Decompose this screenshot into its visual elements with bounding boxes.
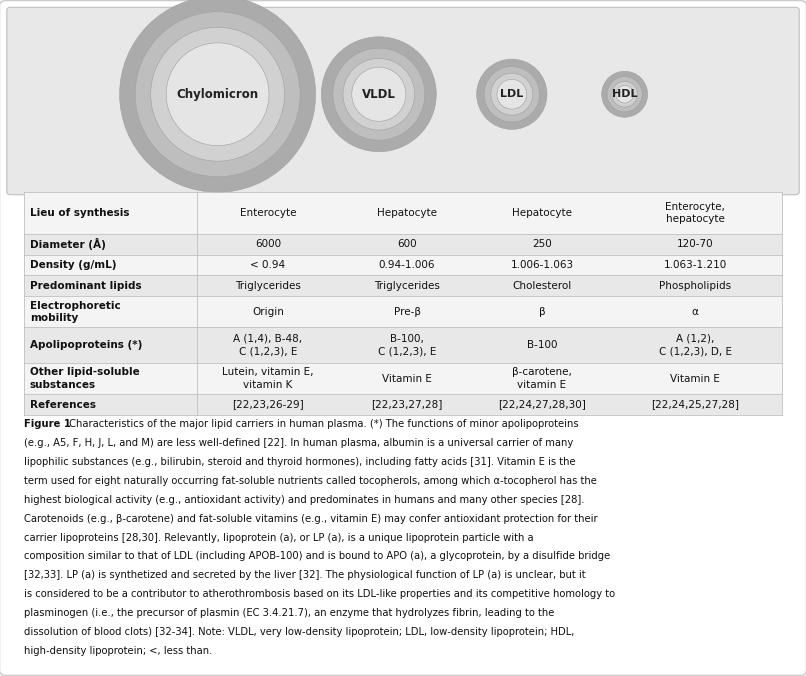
Text: composition similar to that of LDL (including APOB-100) and is bound to APO (a),: composition similar to that of LDL (incl… — [24, 552, 610, 562]
Ellipse shape — [119, 0, 316, 192]
Text: Cholesterol: Cholesterol — [513, 281, 571, 291]
Text: [22,24,25,27,28]: [22,24,25,27,28] — [651, 400, 739, 410]
Text: Lieu of synthesis: Lieu of synthesis — [30, 208, 129, 218]
Text: β: β — [538, 307, 546, 317]
Ellipse shape — [601, 71, 648, 117]
Ellipse shape — [616, 85, 634, 103]
Bar — [24, 255, 782, 275]
Text: 250: 250 — [532, 239, 552, 249]
Text: [32,33]. LP (a) is synthetized and secreted by the liver [32]. The physiological: [32,33]. LP (a) is synthetized and secre… — [24, 571, 586, 581]
Bar — [24, 394, 782, 415]
Text: Diameter (Å): Diameter (Å) — [30, 238, 106, 250]
Text: Carotenoids (e.g., β-carotene) and fat-soluble vitamins (e.g., vitamin E) may co: Carotenoids (e.g., β-carotene) and fat-s… — [24, 514, 598, 524]
Text: Enterocyte: Enterocyte — [239, 208, 297, 218]
Text: Figure 1: Figure 1 — [24, 419, 71, 429]
Text: A (1,4), B-48,
C (1,2,3), E: A (1,4), B-48, C (1,2,3), E — [234, 334, 302, 356]
Ellipse shape — [612, 81, 638, 107]
Text: B-100: B-100 — [527, 340, 557, 350]
Text: β-carotene,
vitamin E: β-carotene, vitamin E — [512, 367, 572, 390]
Text: Enterocyte,
hepatocyte: Enterocyte, hepatocyte — [665, 201, 725, 224]
Bar — [24, 296, 782, 327]
Bar — [24, 234, 782, 255]
Text: [22,23,27,28]: [22,23,27,28] — [372, 400, 442, 410]
Text: (e.g., A5, F, H, J, L, and M) are less well-defined [22]. In human plasma, album: (e.g., A5, F, H, J, L, and M) are less w… — [24, 438, 573, 448]
Text: Phospholipids: Phospholipids — [659, 281, 731, 291]
Bar — [24, 327, 782, 363]
Text: α: α — [692, 307, 699, 317]
Text: Other lipid-soluble
substances: Other lipid-soluble substances — [30, 367, 139, 390]
Text: Characteristics of the major lipid carriers in human plasma. (*) The functions o: Characteristics of the major lipid carri… — [66, 419, 579, 429]
Text: 1.063-1.210: 1.063-1.210 — [663, 260, 727, 270]
Text: Pre-β: Pre-β — [393, 307, 421, 317]
Bar — [24, 192, 782, 234]
Text: 600: 600 — [397, 239, 417, 249]
Text: 1.006-1.063: 1.006-1.063 — [510, 260, 574, 270]
Text: VLDL: VLDL — [362, 88, 396, 101]
Ellipse shape — [351, 67, 406, 121]
Text: Hepatocyte: Hepatocyte — [512, 208, 572, 218]
Text: Vitamin E: Vitamin E — [382, 374, 432, 383]
Text: Lutein, vitamin E,
vitamin K: Lutein, vitamin E, vitamin K — [222, 367, 314, 390]
Text: Chylomicron: Chylomicron — [177, 88, 259, 101]
Text: 0.94-1.006: 0.94-1.006 — [379, 260, 435, 270]
Text: lipophilic substances (e.g., bilirubin, steroid and thyroid hormones), including: lipophilic substances (e.g., bilirubin, … — [24, 457, 575, 467]
Text: [22,24,27,28,30]: [22,24,27,28,30] — [498, 400, 586, 410]
Ellipse shape — [491, 73, 533, 115]
Text: Origin: Origin — [252, 307, 284, 317]
Text: Hepatocyte: Hepatocyte — [377, 208, 437, 218]
Text: is considered to be a contributor to atherothrombosis based on its LDL-like prop: is considered to be a contributor to ath… — [24, 589, 615, 600]
Ellipse shape — [151, 27, 285, 161]
Ellipse shape — [476, 59, 547, 129]
Ellipse shape — [135, 11, 300, 176]
FancyBboxPatch shape — [6, 7, 800, 195]
Text: References: References — [30, 400, 96, 410]
Text: Triglycerides: Triglycerides — [235, 281, 301, 291]
Ellipse shape — [484, 66, 539, 122]
Ellipse shape — [497, 79, 526, 109]
Text: dissolution of blood clots) [32-34]. Note: VLDL, very low-density lipoprotein; L: dissolution of blood clots) [32-34]. Not… — [24, 627, 575, 637]
Text: plasminogen (i.e., the precursor of plasmin (EC 3.4.21.7), an enzyme that hydrol: plasminogen (i.e., the precursor of plas… — [24, 608, 555, 619]
Bar — [24, 363, 782, 394]
Text: 6000: 6000 — [255, 239, 281, 249]
Text: Predominant lipids: Predominant lipids — [30, 281, 141, 291]
Text: Density (g/mL): Density (g/mL) — [30, 260, 116, 270]
Text: HDL: HDL — [612, 89, 638, 99]
Text: B-100,
C (1,2,3), E: B-100, C (1,2,3), E — [378, 334, 436, 356]
Text: high-density lipoprotein; <, less than.: high-density lipoprotein; <, less than. — [24, 646, 213, 656]
Text: highest biological activity (e.g., antioxidant activity) and predominates in hum: highest biological activity (e.g., antio… — [24, 495, 584, 505]
Ellipse shape — [322, 37, 436, 151]
Ellipse shape — [343, 58, 414, 130]
Bar — [24, 275, 782, 296]
Text: Vitamin E: Vitamin E — [671, 374, 720, 383]
Text: [22,23,26-29]: [22,23,26-29] — [232, 400, 304, 410]
Ellipse shape — [166, 43, 269, 145]
Text: Electrophoretic
mobility: Electrophoretic mobility — [30, 301, 121, 323]
Text: A (1,2),
C (1,2,3), D, E: A (1,2), C (1,2,3), D, E — [659, 334, 732, 356]
Text: Triglycerides: Triglycerides — [374, 281, 440, 291]
Text: 120-70: 120-70 — [677, 239, 713, 249]
Ellipse shape — [333, 48, 425, 140]
Text: carrier lipoproteins [28,30]. Relevantly, lipoprotein (a), or LP (a), is a uniqu: carrier lipoproteins [28,30]. Relevantly… — [24, 533, 534, 543]
Text: term used for eight naturally occurring fat-soluble nutrients called tocopherols: term used for eight naturally occurring … — [24, 476, 597, 486]
Ellipse shape — [607, 76, 642, 112]
Text: < 0.94: < 0.94 — [251, 260, 285, 270]
Text: LDL: LDL — [501, 89, 523, 99]
Text: Apolipoproteins (*): Apolipoproteins (*) — [30, 340, 142, 350]
